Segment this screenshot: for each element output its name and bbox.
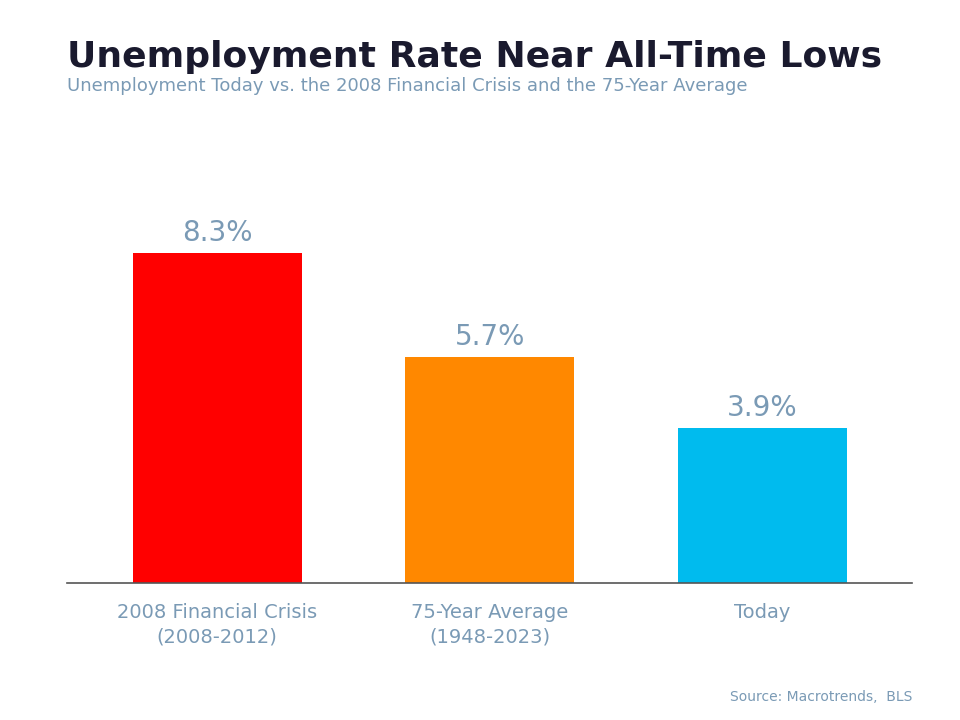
Text: 8.3%: 8.3% [181, 219, 252, 247]
Text: 5.7%: 5.7% [454, 323, 525, 351]
Text: Source: Macrotrends,  BLS: Source: Macrotrends, BLS [730, 690, 912, 704]
Text: 3.9%: 3.9% [727, 394, 798, 422]
Bar [132, 253, 301, 583]
Bar [678, 428, 847, 583]
Bar [405, 356, 574, 583]
Text: Unemployment Today vs. the 2008 Financial Crisis and the 75-Year Average: Unemployment Today vs. the 2008 Financia… [67, 77, 748, 95]
Text: Unemployment Rate Near All-Time Lows: Unemployment Rate Near All-Time Lows [67, 40, 882, 73]
